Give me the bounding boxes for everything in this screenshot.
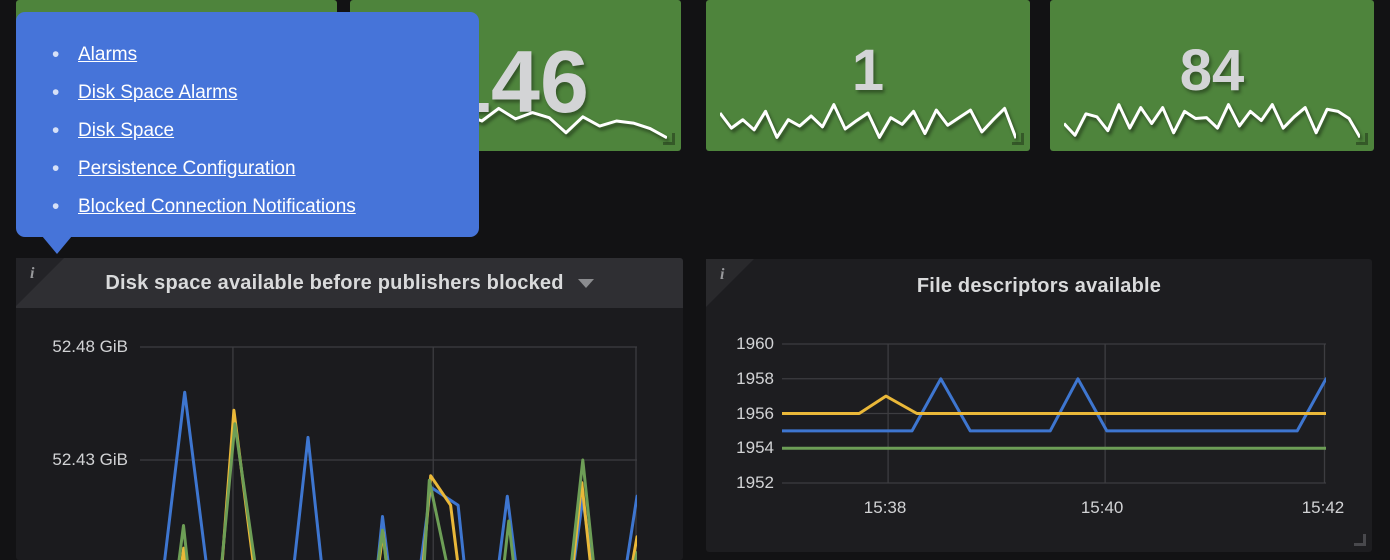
bullet-icon: • [52, 195, 60, 218]
tooltip-link-list: • Alarms • Disk Space Alarms • Disk Spac… [16, 12, 479, 226]
stat-panel-1: 1 [706, 0, 1030, 151]
list-item: • Alarms [52, 36, 479, 74]
list-item: • Disk Space [52, 112, 479, 150]
disk-space-chart-plot[interactable] [140, 330, 637, 560]
panel-title[interactable]: File descriptors available [916, 274, 1162, 297]
link-persistence-configuration[interactable]: Persistence Configuration [78, 158, 296, 179]
bullet-icon: • [52, 81, 60, 104]
link-blocked-connection-notifications[interactable]: Blocked Connection Notifications [78, 196, 356, 217]
resize-handle[interactable] [1354, 534, 1366, 546]
list-item: • Blocked Connection Notifications [52, 188, 479, 226]
bullet-icon: • [52, 157, 60, 180]
x-tick-label: 15:42 [1301, 498, 1345, 517]
stat-value: 84 [1179, 38, 1245, 103]
y-tick-label: 1956 [736, 403, 774, 423]
link-alarms[interactable]: Alarms [78, 44, 138, 65]
list-item: • Persistence Configuration [52, 150, 479, 188]
panel-header: File descriptors available i [706, 259, 1372, 313]
y-tick-label: 1952 [736, 473, 774, 492]
file-descriptors-chart-plot[interactable] [782, 336, 1326, 495]
link-disk-space-alarms[interactable]: Disk Space Alarms [78, 82, 238, 103]
resize-handle[interactable] [1012, 133, 1024, 145]
y-tick-label: 52.48 GiB [52, 337, 128, 356]
x-tick-label: 15:40 [1080, 498, 1124, 517]
panel-description-tooltip: • Alarms • Disk Space Alarms • Disk Spac… [16, 12, 479, 254]
info-icon[interactable]: i [720, 266, 725, 283]
info-icon[interactable]: i [30, 265, 35, 282]
y-tick-label: 1958 [736, 368, 774, 388]
stat-value: 1 [851, 38, 885, 103]
chevron-down-icon[interactable] [577, 278, 594, 288]
sparkline-chart [1064, 97, 1360, 145]
tooltip-arrow [42, 236, 72, 254]
y-tick-label: 1954 [736, 438, 774, 458]
y-tick-label: 1960 [736, 334, 774, 353]
panel-header: Disk space available before publishers b… [16, 258, 683, 308]
panel-title[interactable]: Disk space available before publishers b… [105, 271, 564, 294]
stat-panel-84: 84 [1050, 0, 1374, 151]
resize-handle[interactable] [663, 133, 675, 145]
link-disk-space[interactable]: Disk Space [78, 120, 175, 141]
info-corner [16, 258, 64, 306]
bullet-icon: • [52, 43, 60, 66]
bullet-icon: • [52, 119, 60, 142]
info-corner [706, 259, 754, 307]
panel-file-descriptors: File descriptors available i [706, 259, 1372, 552]
sparkline-chart [720, 97, 1016, 145]
resize-handle[interactable] [1356, 133, 1368, 145]
panel-disk-space-available: Disk space available before publishers b… [16, 258, 683, 560]
y-tick-label: 52.43 GiB [52, 450, 128, 469]
x-tick-label: 15:38 [863, 498, 907, 517]
list-item: • Disk Space Alarms [52, 74, 479, 112]
